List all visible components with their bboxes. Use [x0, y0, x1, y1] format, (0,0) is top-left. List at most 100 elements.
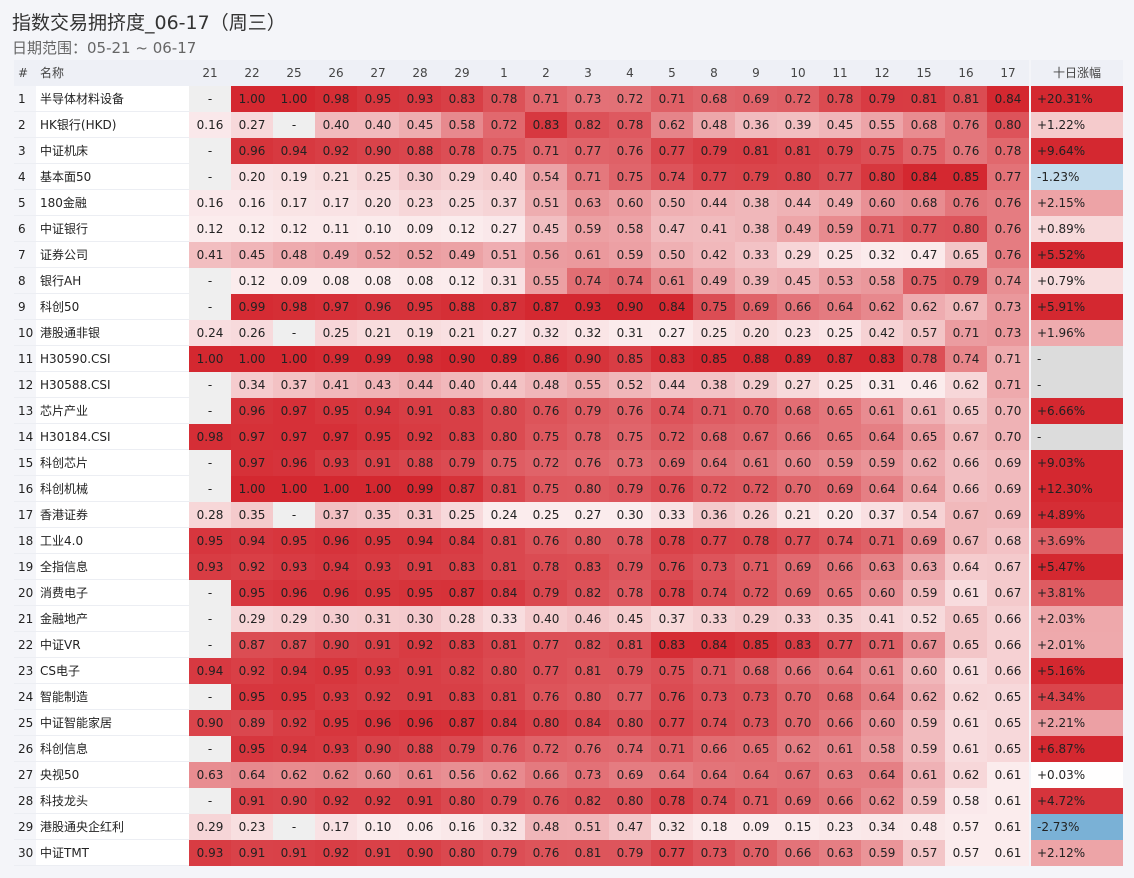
crowding-cell: 0.94 — [273, 658, 315, 684]
crowding-cell: 0.66 — [819, 788, 861, 814]
crowding-cell: 0.82 — [567, 580, 609, 606]
crowding-cell: 0.95 — [273, 528, 315, 554]
crowding-cell: 0.71 — [693, 658, 735, 684]
crowding-cell: 0.91 — [273, 840, 315, 866]
crowding-cell: 0.76 — [987, 216, 1029, 242]
crowding-cell: 0.20 — [735, 320, 777, 346]
crowding-cell: - — [189, 372, 231, 398]
crowding-cell: 0.98 — [315, 86, 357, 112]
crowding-cell: 0.58 — [861, 736, 903, 762]
column-header: 4 — [609, 60, 651, 86]
crowding-cell: 0.71 — [525, 138, 567, 164]
crowding-cell: 0.59 — [861, 840, 903, 866]
crowding-cell: 0.81 — [483, 554, 525, 580]
crowding-cell: 1.00 — [273, 476, 315, 502]
crowding-cell: 0.27 — [651, 320, 693, 346]
crowding-cell: 0.44 — [651, 372, 693, 398]
column-header: 8 — [693, 60, 735, 86]
crowding-cell: 0.70 — [987, 424, 1029, 450]
crowding-cell: 0.09 — [273, 268, 315, 294]
crowding-cell: 0.80 — [567, 528, 609, 554]
crowding-cell: 0.77 — [525, 632, 567, 658]
crowding-cell: 0.62 — [903, 684, 945, 710]
crowding-cell: - — [189, 294, 231, 320]
crowding-cell: 0.97 — [315, 294, 357, 320]
crowding-cell: 0.76 — [651, 554, 693, 580]
row-index: 18 — [14, 528, 36, 554]
crowding-cell: 0.61 — [987, 814, 1029, 840]
crowding-cell: 0.80 — [987, 112, 1029, 138]
crowding-cell: 0.92 — [273, 710, 315, 736]
crowding-cell: 0.63 — [189, 762, 231, 788]
crowding-cell: 0.77 — [819, 632, 861, 658]
column-header: 28 — [399, 60, 441, 86]
crowding-cell: 0.74 — [693, 710, 735, 736]
index-name: 央视50 — [36, 762, 189, 788]
crowding-cell: 0.64 — [819, 658, 861, 684]
crowding-cell: 0.60 — [609, 190, 651, 216]
crowding-cell: 0.65 — [819, 424, 861, 450]
crowding-cell: 0.41 — [189, 242, 231, 268]
crowding-cell: 0.83 — [525, 112, 567, 138]
crowding-cell: 0.95 — [357, 86, 399, 112]
crowding-cell: 0.90 — [609, 294, 651, 320]
crowding-cell: 0.72 — [525, 450, 567, 476]
crowding-cell: 0.78 — [987, 138, 1029, 164]
crowding-cell: 1.00 — [273, 86, 315, 112]
crowding-cell: 0.29 — [735, 372, 777, 398]
crowding-cell: 0.83 — [861, 346, 903, 372]
crowding-cell: 0.38 — [735, 216, 777, 242]
crowding-cell: 0.76 — [567, 736, 609, 762]
crowding-cell: 0.66 — [777, 294, 819, 320]
crowding-cell: 0.99 — [231, 294, 273, 320]
column-header: 1 — [483, 60, 525, 86]
crowding-cell: 0.77 — [777, 528, 819, 554]
change-cell: +3.81% — [1031, 580, 1123, 606]
crowding-cell: 0.95 — [357, 580, 399, 606]
crowding-cell: 0.93 — [399, 86, 441, 112]
crowding-cell: 0.44 — [777, 190, 819, 216]
crowding-cell: 0.69 — [903, 528, 945, 554]
crowding-cell: 0.90 — [315, 632, 357, 658]
column-header: 22 — [231, 60, 273, 86]
crowding-cell: 0.93 — [357, 554, 399, 580]
crowding-cell: 0.96 — [399, 710, 441, 736]
crowding-cell: 0.64 — [861, 476, 903, 502]
crowding-cell: 0.20 — [231, 164, 273, 190]
column-header: 26 — [315, 60, 357, 86]
crowding-cell: 0.77 — [903, 216, 945, 242]
crowding-cell: 0.67 — [903, 632, 945, 658]
crowding-cell: 0.27 — [231, 112, 273, 138]
crowding-cell: 0.16 — [189, 190, 231, 216]
crowding-cell: 0.56 — [441, 762, 483, 788]
crowding-cell: 0.59 — [903, 736, 945, 762]
crowding-cell: 0.51 — [567, 814, 609, 840]
row-index: 23 — [14, 658, 36, 684]
crowding-cell: 0.93 — [315, 736, 357, 762]
crowding-cell: 0.44 — [399, 372, 441, 398]
crowding-cell: 0.64 — [819, 294, 861, 320]
crowding-cell: 0.58 — [441, 112, 483, 138]
crowding-cell: 0.60 — [861, 710, 903, 736]
crowding-cell: 0.68 — [693, 86, 735, 112]
crowding-cell: 0.09 — [399, 216, 441, 242]
row-index: 6 — [14, 216, 36, 242]
index-name: 证券公司 — [36, 242, 189, 268]
crowding-cell: 0.95 — [315, 710, 357, 736]
crowding-cell: 1.00 — [231, 86, 273, 112]
crowding-cell: 0.95 — [399, 294, 441, 320]
crowding-cell: 0.62 — [315, 762, 357, 788]
crowding-cell: 0.57 — [945, 814, 987, 840]
crowding-cell: 0.81 — [609, 632, 651, 658]
crowding-cell: 0.71 — [525, 86, 567, 112]
crowding-cell: 0.84 — [483, 580, 525, 606]
crowding-cell: 0.61 — [735, 450, 777, 476]
crowding-cell: 0.48 — [273, 242, 315, 268]
crowding-cell: 0.98 — [273, 294, 315, 320]
row-index: 21 — [14, 606, 36, 632]
crowding-cell: 0.16 — [441, 814, 483, 840]
crowding-cell: 0.80 — [441, 840, 483, 866]
crowding-cell: 0.80 — [609, 710, 651, 736]
crowding-cell: 0.41 — [693, 216, 735, 242]
crowding-cell: 0.71 — [987, 346, 1029, 372]
